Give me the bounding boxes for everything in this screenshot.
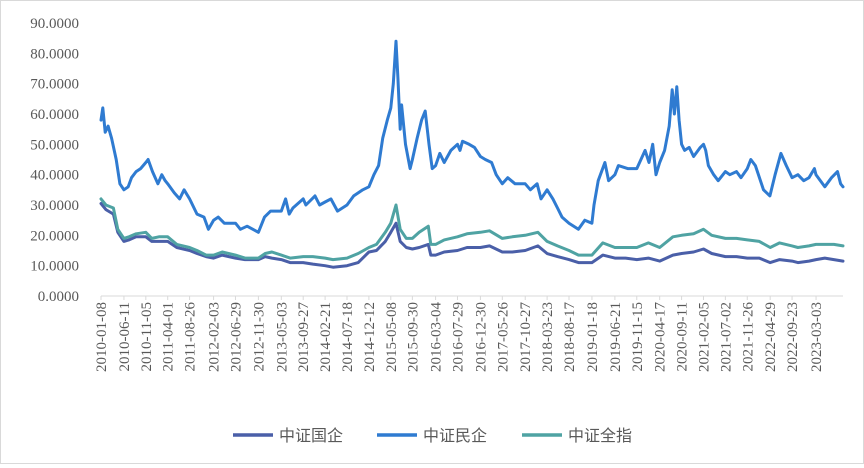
- x-tick-label: 2021-11-26: [740, 302, 756, 372]
- y-tick-label: 80.0000: [30, 46, 79, 62]
- x-tick-label: 2011-04-01: [161, 302, 177, 371]
- y-tick-label: 70.0000: [30, 77, 79, 93]
- x-tick-label: 2022-04-29: [763, 302, 779, 372]
- x-tick-label: 2021-02-05: [696, 302, 712, 372]
- x-tick-label: 2016-07-29: [450, 302, 466, 372]
- legend-label: 中证全指: [568, 426, 632, 445]
- series-line-0: [99, 202, 845, 269]
- x-tick-label: 2020-09-11: [675, 302, 691, 371]
- y-tick-label: 20.0000: [30, 228, 79, 244]
- x-tick-label: 2014-12-12: [362, 302, 378, 372]
- x-tick-label: 2022-09-23: [785, 302, 801, 372]
- x-tick-label: 2010-11-05: [139, 302, 155, 371]
- y-tick-label: 60.0000: [30, 107, 79, 123]
- y-tick-label: 10.0000: [30, 259, 79, 275]
- x-tick-label: 2017-10-27: [518, 302, 534, 372]
- x-tick-label: 2014-07-18: [340, 302, 356, 372]
- y-tick-label: 40.0000: [30, 168, 79, 184]
- x-tick-label: 2010-01-08: [94, 302, 110, 372]
- x-tick-label: 2023-03-03: [809, 302, 825, 372]
- y-tick-label: 50.0000: [30, 137, 79, 153]
- y-tick-label: 30.0000: [30, 198, 79, 214]
- x-tick-label: 2019-01-18: [585, 302, 601, 372]
- x-axis: 2010-01-08 2010-06-11 2010-11-05 2011-04-01…: [94, 295, 843, 372]
- x-tick-label: 2018-03-23: [540, 302, 556, 372]
- x-tick-label: 2010-06-11: [117, 302, 133, 371]
- y-tick-label: 90.0000: [30, 16, 79, 32]
- legend-label: 中证国企: [279, 426, 343, 445]
- y-axis: 0.0000 10.0000 20.0000 30.0000 40.0000 50.000…: [30, 16, 79, 305]
- x-tick-label: 2018-08-17: [562, 302, 578, 372]
- x-tick-label: 2021-07-02: [718, 302, 734, 372]
- x-tick-label: 2013-05-03: [274, 302, 290, 372]
- x-tick-label: 2016-03-04: [429, 302, 445, 372]
- x-tick-label: 2020-04-17: [653, 302, 669, 372]
- x-tick-label: 2012-06-29: [228, 302, 244, 372]
- legend: 中证国企 中证民企 中证全指: [233, 426, 632, 445]
- x-tick-label: 2012-11-30: [251, 302, 267, 371]
- series-line-1: [99, 39, 845, 234]
- x-tick-label: 2019-11-15: [630, 302, 646, 371]
- x-tick-label: 2012-02-03: [207, 302, 223, 372]
- x-tick-label: 2016-12-30: [473, 302, 489, 372]
- y-tick-label: 0.0000: [38, 289, 79, 305]
- series-line-2: [99, 197, 845, 262]
- x-tick-label: 2014-02-21: [318, 302, 334, 372]
- x-tick-label: 2015-09-30: [405, 302, 421, 372]
- x-tick-label: 2013-09-27: [296, 302, 312, 372]
- x-tick-label: 2011-08-26: [183, 302, 199, 372]
- legend-label: 中证民企: [423, 426, 487, 445]
- series-layer: [99, 39, 845, 269]
- x-tick-label: 2017-05-26: [495, 302, 511, 372]
- x-tick-label: 2019-06-21: [608, 302, 624, 372]
- x-tick-label: 2015-05-08: [384, 302, 400, 372]
